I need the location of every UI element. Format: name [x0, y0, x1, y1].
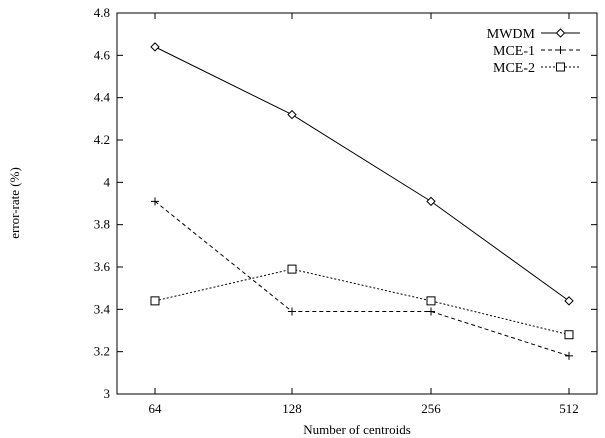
series-line	[154, 268, 570, 336]
series-mwdm	[150, 42, 574, 306]
y-tick-label: 3.6	[94, 259, 111, 274]
y-tick-label: 4	[104, 174, 111, 189]
y-axis-label: error-rate (%)	[7, 167, 22, 239]
series-mce-1	[151, 197, 573, 360]
x-tick-label: 128	[282, 401, 302, 416]
y-tick-label: 3.8	[94, 217, 110, 232]
data-point	[555, 28, 566, 38]
data-point	[565, 351, 573, 360]
y-tick-label: 4.2	[94, 132, 110, 147]
x-tick-label: 512	[559, 401, 579, 416]
data-point	[426, 196, 436, 207]
y-tick-label: 3.2	[94, 344, 110, 359]
data-point	[564, 330, 574, 340]
series-layer	[150, 42, 574, 360]
x-tick-label: 64	[149, 401, 163, 416]
y-tick-label: 3.4	[94, 301, 111, 316]
legend-label: MCE-2	[493, 61, 535, 76]
data-point	[556, 62, 565, 72]
x-axis: 64 128 256 512	[149, 13, 579, 416]
x-axis-label: Number of centroids	[303, 422, 411, 437]
series-mce-2	[150, 264, 574, 340]
data-point	[287, 109, 297, 120]
data-point	[556, 46, 565, 54]
series-line	[154, 200, 570, 357]
data-point	[288, 307, 296, 316]
y-tick-label: 4.6	[94, 47, 111, 62]
data-point	[564, 296, 574, 306]
y-tick-label: 4.8	[94, 5, 110, 20]
y-tick-label: 4.4	[94, 90, 111, 105]
legend-label: MWDM	[487, 27, 536, 42]
data-point	[427, 307, 435, 316]
data-point	[426, 296, 436, 306]
data-point	[150, 42, 160, 52]
y-axis: 3 3.2 3.4 3.6 3.8 4 4.2 4.4 4.6 4.8	[94, 5, 597, 401]
plot-frame	[116, 12, 598, 395]
legend-label: MCE-1	[493, 44, 535, 59]
x-tick-label: 256	[421, 401, 441, 416]
data-point	[151, 197, 159, 206]
data-point	[150, 296, 160, 306]
legend: MWDM MCE-1 MCE-2	[487, 27, 580, 76]
data-point	[287, 264, 297, 274]
series-line	[154, 46, 570, 302]
y-tick-label: 3	[104, 386, 111, 401]
